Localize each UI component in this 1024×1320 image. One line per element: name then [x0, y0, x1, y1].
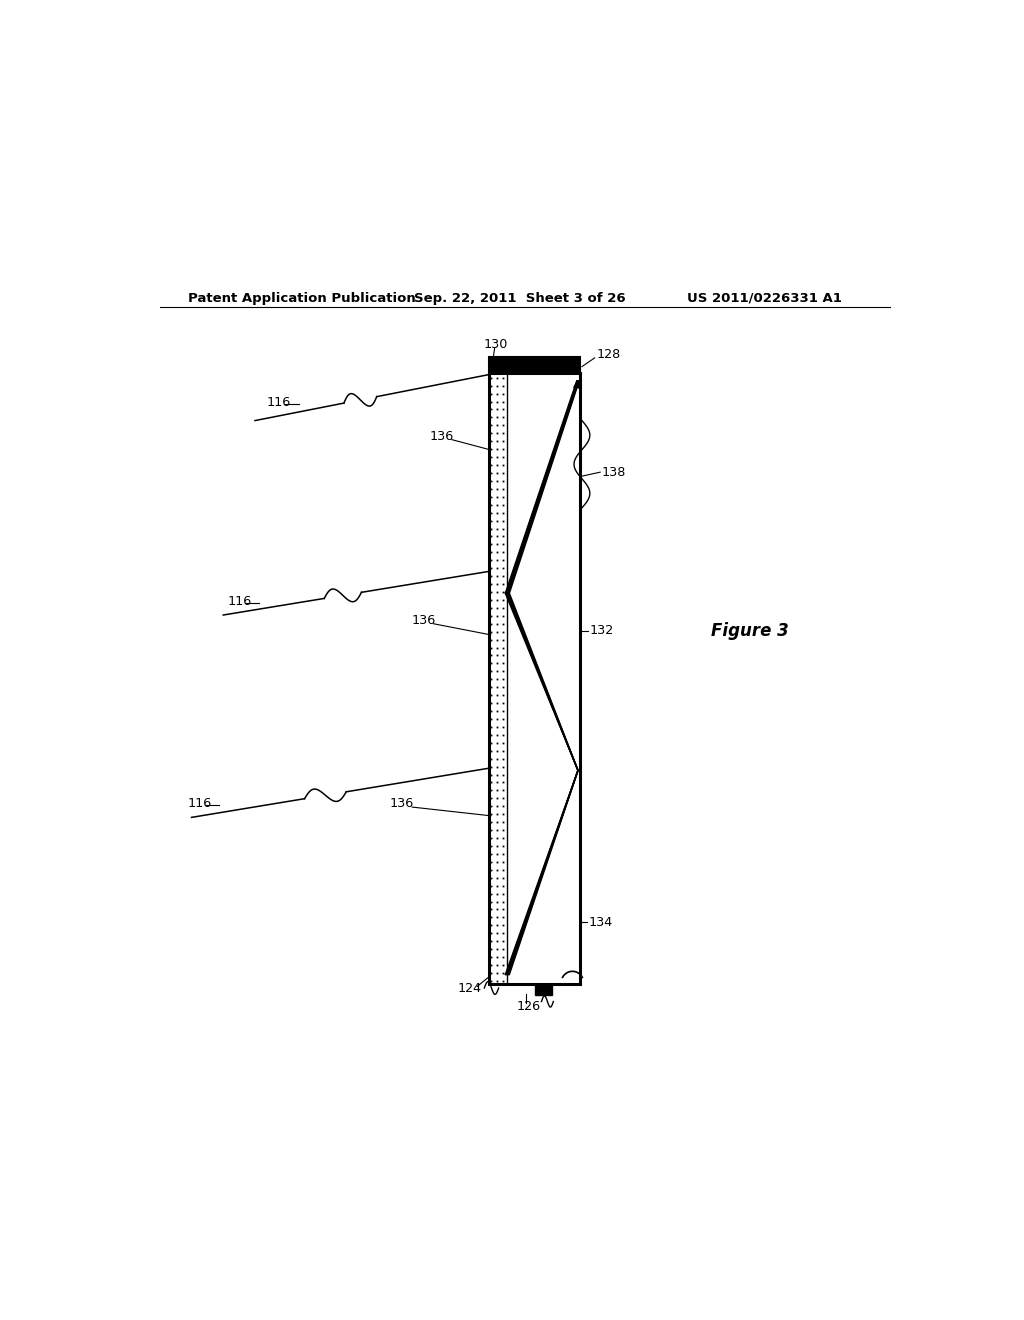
Text: Figure 3: Figure 3: [712, 622, 790, 640]
Text: 136: 136: [412, 614, 435, 627]
Text: 136: 136: [390, 796, 414, 809]
Text: 126: 126: [517, 999, 541, 1012]
Bar: [489, 358, 581, 374]
Text: 132: 132: [590, 624, 614, 638]
Bar: [535, 983, 552, 995]
Text: 116: 116: [267, 396, 291, 409]
Text: 136: 136: [430, 430, 454, 444]
Text: 116: 116: [227, 595, 252, 609]
Text: Patent Application Publication: Patent Application Publication: [187, 292, 416, 305]
Text: 128: 128: [596, 348, 621, 362]
Text: 116: 116: [187, 796, 212, 809]
Text: 124: 124: [458, 982, 481, 995]
Text: 134: 134: [588, 916, 612, 929]
Text: Sep. 22, 2011  Sheet 3 of 26: Sep. 22, 2011 Sheet 3 of 26: [414, 292, 626, 305]
Text: 130: 130: [483, 338, 508, 351]
Text: US 2011/0226331 A1: US 2011/0226331 A1: [687, 292, 843, 305]
Bar: [489, 374, 581, 983]
Text: 138: 138: [602, 466, 626, 479]
